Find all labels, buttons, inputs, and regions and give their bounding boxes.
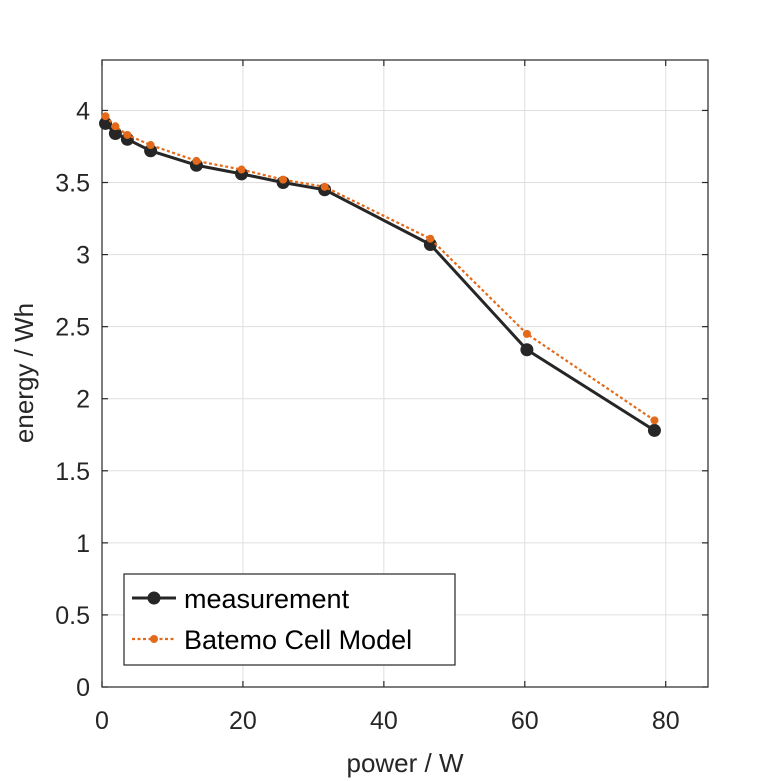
- y-tick-label: 2.5: [55, 314, 90, 342]
- legend-marker-batemo-cell-model: [150, 635, 158, 643]
- data-point-batemo-cell-model: [426, 234, 435, 243]
- data-point-batemo-cell-model: [237, 165, 246, 174]
- data-point-batemo-cell-model: [320, 182, 329, 191]
- data-point-batemo-cell-model: [650, 416, 659, 425]
- data-point-batemo-cell-model: [123, 130, 132, 139]
- plot-area-frame: [101, 59, 709, 688]
- data-point-batemo-cell-model: [111, 122, 120, 131]
- x-tick-label: 40: [370, 707, 398, 735]
- legend-marker-measurement: [147, 591, 161, 605]
- x-tick-label: 0: [95, 707, 109, 735]
- data-point-batemo-cell-model: [279, 175, 288, 184]
- data-point-batemo-cell-model: [522, 329, 531, 338]
- data-point-measurement: [520, 343, 534, 357]
- y-tick-label: 4: [76, 97, 90, 125]
- y-tick-label: 1: [76, 530, 90, 558]
- data-point-batemo-cell-model: [146, 141, 155, 150]
- x-tick-label: 80: [652, 707, 680, 735]
- series-layer: [99, 112, 661, 437]
- x-axis-label: power / W: [346, 748, 463, 778]
- legend-box: [123, 573, 456, 666]
- data-point-batemo-cell-model: [192, 156, 201, 165]
- legend: measurement Batemo Cell Model: [123, 573, 456, 666]
- data-point-measurement: [144, 144, 158, 158]
- data-point-measurement: [647, 423, 661, 437]
- axis-ticks: 0 20 40 60 80 0 0.5 1 1.5 2 2.5 3 3.5 4: [55, 60, 708, 735]
- data-point-batemo-cell-model: [101, 112, 110, 121]
- x-tick-label: 20: [229, 707, 257, 735]
- y-tick-label: 0: [76, 674, 90, 702]
- x-tick-label: 60: [511, 707, 539, 735]
- data-point-measurement: [423, 237, 437, 251]
- y-tick-label: 2: [76, 386, 90, 414]
- legend-label-measurement: measurement: [184, 584, 350, 614]
- y-axis-label: energy / Wh: [9, 303, 39, 443]
- y-tick-label: 0.5: [55, 602, 90, 630]
- legend-label-batemo-cell-model: Batemo Cell Model: [184, 625, 412, 655]
- y-tick-label: 1.5: [55, 458, 90, 486]
- y-tick-label: 3: [76, 242, 90, 270]
- y-tick-label: 3.5: [55, 170, 90, 198]
- data-point-measurement: [108, 127, 122, 141]
- data-point-measurement: [99, 116, 113, 130]
